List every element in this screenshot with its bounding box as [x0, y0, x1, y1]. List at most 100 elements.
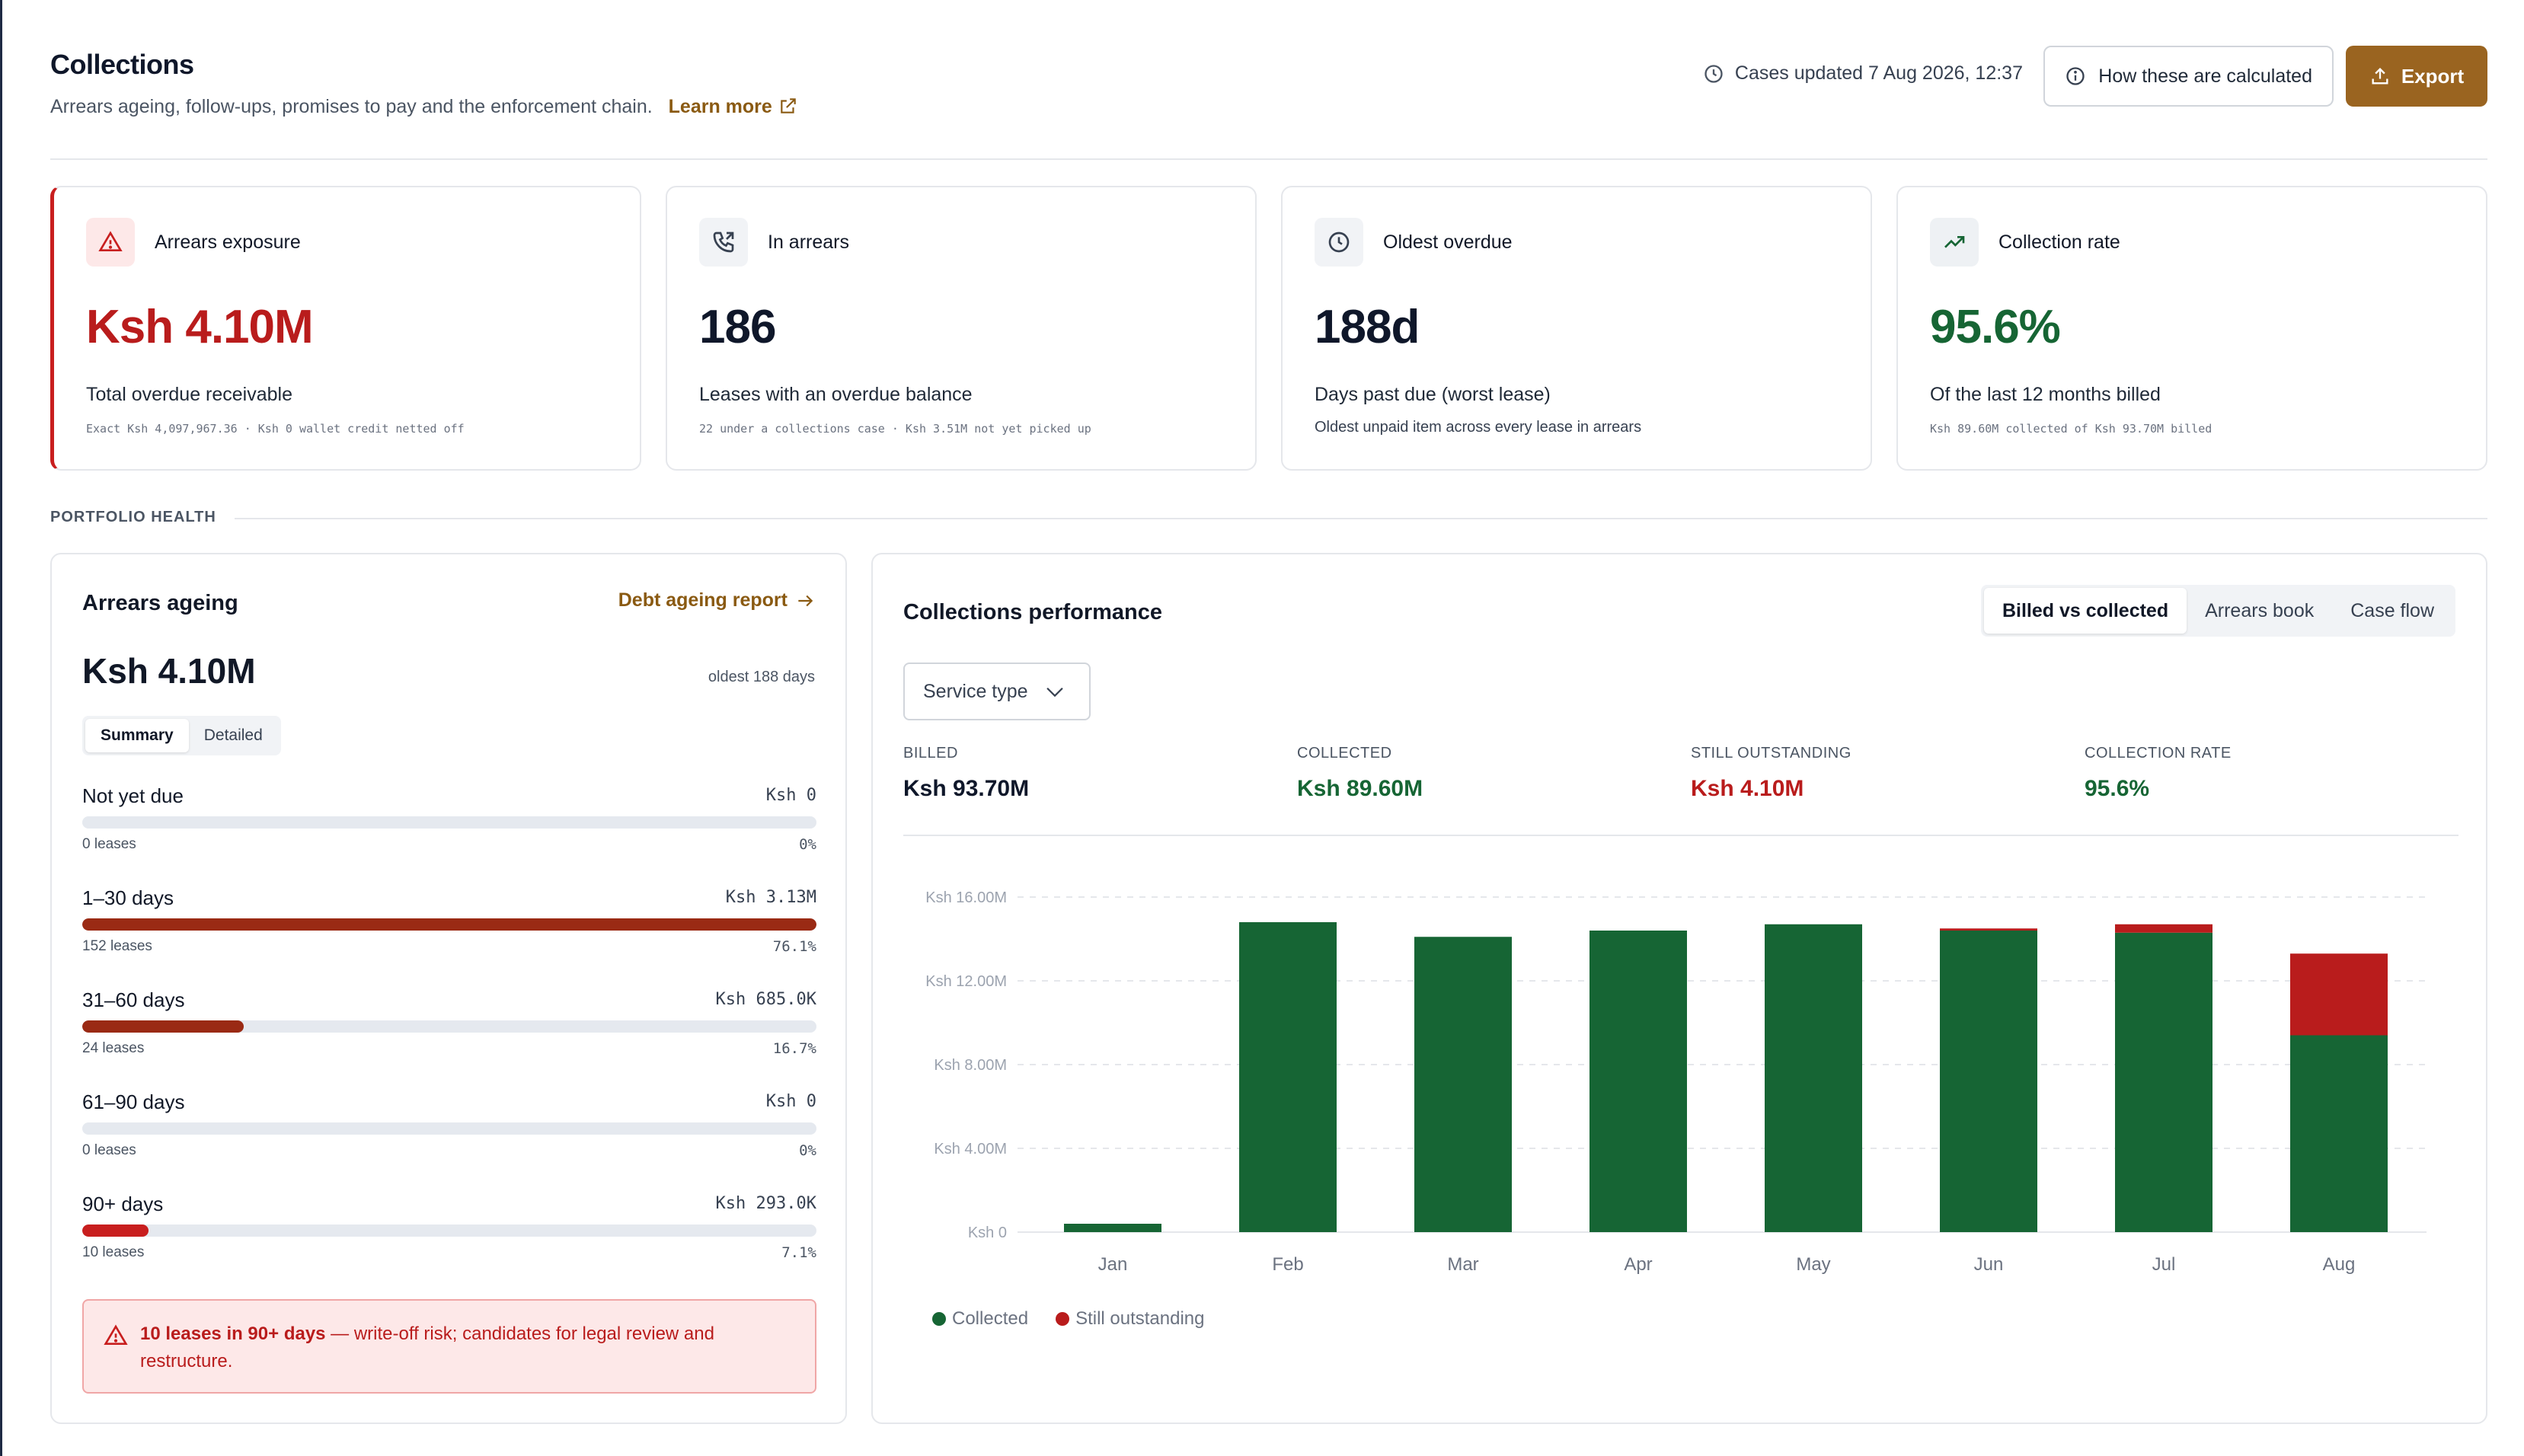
kpi-value: Ksh 4.10M	[86, 301, 314, 353]
bucket-leases: 10 leases	[82, 1244, 145, 1260]
arrears-ageing-card: Arrears ageing Debt ageing report Ksh 4.…	[50, 553, 847, 1424]
bucket-label: 61–90 days	[82, 1090, 185, 1113]
clock-icon	[1315, 218, 1363, 267]
bar-collected	[1765, 924, 1862, 1232]
info-icon	[2066, 67, 2085, 85]
alert-strong-text: 10 leases in 90+ days	[140, 1323, 326, 1344]
tab-case-flow[interactable]: Case flow	[2350, 600, 2434, 621]
bar-collected	[1414, 937, 1512, 1232]
x-tick-label: Aug	[2323, 1254, 2356, 1275]
kpi-description: Total overdue receivable	[86, 384, 292, 405]
learn-more-link[interactable]: Learn more	[669, 96, 798, 117]
bucket-bar	[82, 1225, 816, 1237]
bar-collected	[1589, 931, 1687, 1232]
x-tick-label: Mar	[1447, 1254, 1478, 1275]
upload-icon	[2372, 68, 2388, 85]
section-divider	[50, 518, 2487, 519]
stat-label: STILL OUTSTANDING	[1691, 745, 1851, 762]
stat-label: BILLED	[903, 745, 958, 762]
bucket-amount: Ksh 0	[765, 786, 816, 805]
bar-collected	[1940, 931, 2037, 1232]
kpi-in-arrears[interactable]: In arrears 186 Leases with an overdue ba…	[666, 186, 1257, 471]
write-off-risk-alert: 10 leases in 90+ days — write-off risk; …	[82, 1299, 816, 1394]
learn-more-label: Learn more	[668, 96, 772, 117]
arrow-right-icon	[798, 595, 813, 606]
ageing-bucket: 90+ days Ksh 293.0K 10 leases 7.1%	[82, 1193, 816, 1284]
bucket-leases: 0 leases	[82, 836, 136, 852]
alert-text: — write-off risk; candidates for legal r…	[140, 1323, 714, 1371]
oldest-days: oldest 188 days	[708, 669, 815, 685]
bucket-amount: Ksh 3.13M	[725, 888, 816, 907]
bucket-label: 90+ days	[82, 1193, 164, 1215]
kpi-footnote: 22 under a collections case · Ksh 3.51M …	[699, 422, 1091, 436]
stat-value: 95.6%	[2085, 776, 2150, 801]
cases-updated-text: Cases updated 7 Aug 2026, 12:37	[1734, 62, 2023, 84]
stat-label: COLLECTED	[1297, 745, 1392, 762]
service-type-label: Service type	[923, 680, 1028, 702]
page-title: Collections	[50, 49, 194, 80]
export-label: Export	[2401, 64, 2465, 88]
stat-value: Ksh 4.10M	[1691, 776, 1804, 801]
bucket-label: Not yet due	[82, 784, 184, 807]
bucket-label: 1–30 days	[82, 886, 174, 909]
ageing-bucket: Not yet due Ksh 0 0 leases 0%	[82, 784, 816, 876]
export-button[interactable]: Export	[2346, 46, 2487, 107]
summary-tab[interactable]: Summary	[85, 719, 189, 752]
billed-vs-collected-chart: Ksh 0 Ksh 4.00M Ksh 8.00M Ksh 12.00M Ksh 16.…	[925, 889, 2427, 1275]
legend-label: Still outstanding	[1075, 1308, 1205, 1329]
collections-performance-card: Collections performance Billed vs collec…	[871, 553, 2487, 1424]
phone-call-icon	[699, 218, 748, 267]
section-label: PORTFOLIO HEALTH	[50, 509, 235, 526]
stat-still-outstanding: STILL OUTSTANDING Ksh 4.10M	[1691, 745, 1851, 802]
bar-still-outstanding	[2290, 953, 2388, 1036]
bucket-amount: Ksh 685.0K	[715, 990, 816, 1009]
ageing-bucket: 61–90 days Ksh 0 0 leases 0%	[82, 1090, 816, 1182]
bucket-bar	[82, 1122, 816, 1135]
left-edge-rule	[0, 0, 2, 1456]
card-title: Collections performance	[903, 600, 1163, 624]
collections-page: Collections Arrears ageing, follow-ups, …	[50, 0, 2487, 1456]
kpi-arrears-exposure[interactable]: Arrears exposure Ksh 4.10M Total overdue…	[50, 186, 641, 471]
external-link-icon	[781, 98, 796, 113]
x-tick-label: Jun	[1974, 1254, 2004, 1275]
bucket-percent: 7.1%	[781, 1244, 816, 1261]
alert-triangle-icon	[104, 1324, 128, 1345]
legend-swatch	[932, 1312, 946, 1326]
stat-label: COLLECTION RATE	[2085, 745, 2232, 762]
legend-item-collected[interactable]: Collected	[932, 1308, 1028, 1330]
bucket-amount: Ksh 293.0K	[715, 1194, 816, 1213]
ageing-bucket: 1–30 days Ksh 3.13M 152 leases 76.1%	[82, 886, 816, 978]
kpi-description: Of the last 12 months billed	[1930, 384, 2161, 405]
page-subtitle: Arrears ageing, follow-ups, promises to …	[50, 96, 798, 118]
bucket-bar	[82, 816, 816, 829]
bar-collected	[2290, 1035, 2388, 1232]
stats-divider	[903, 835, 2459, 836]
kpi-row: Arrears exposure Ksh 4.10M Total overdue…	[50, 186, 2487, 471]
service-type-select[interactable]: Service type	[903, 663, 1091, 720]
bucket-percent: 16.7%	[772, 1040, 816, 1057]
x-tick-label: Apr	[1624, 1254, 1652, 1275]
legend-item-still-outstanding[interactable]: Still outstanding	[1056, 1308, 1205, 1330]
tab-billed-vs-collected[interactable]: Billed vs collected	[1983, 588, 2187, 634]
bucket-bar	[82, 1020, 816, 1033]
kpi-oldest-overdue[interactable]: Oldest overdue 188d Days past due (worst…	[1281, 186, 1872, 471]
alert-triangle-icon	[86, 218, 135, 267]
detailed-tab[interactable]: Detailed	[203, 726, 263, 744]
y-tick-label: Ksh 12.00M	[925, 973, 1007, 990]
stat-value: Ksh 89.60M	[1297, 776, 1423, 801]
how-calculated-label: How these are calculated	[2098, 65, 2312, 87]
kpi-footnote: Ksh 89.60M collected of Ksh 93.70M bille…	[1930, 422, 2212, 436]
bucket-percent: 76.1%	[772, 938, 816, 955]
legend-label: Collected	[952, 1308, 1029, 1329]
trending-up-icon	[1930, 218, 1979, 267]
tab-arrears-book[interactable]: Arrears book	[2205, 600, 2315, 621]
x-tick-label: Jan	[1098, 1254, 1128, 1275]
chevron-down-icon	[1046, 687, 1063, 698]
page-header: Collections Arrears ageing, follow-ups, …	[50, 0, 2487, 160]
debt-ageing-report-link[interactable]: Debt ageing report	[618, 589, 815, 611]
kpi-collection-rate[interactable]: Collection rate 95.6% Of the last 12 mon…	[1896, 186, 2487, 471]
how-calculated-button[interactable]: How these are calculated	[2043, 46, 2334, 107]
kpi-label: Arrears exposure	[155, 231, 301, 253]
kpi-value: 186	[699, 301, 776, 353]
x-tick-label: Jul	[2152, 1254, 2176, 1275]
